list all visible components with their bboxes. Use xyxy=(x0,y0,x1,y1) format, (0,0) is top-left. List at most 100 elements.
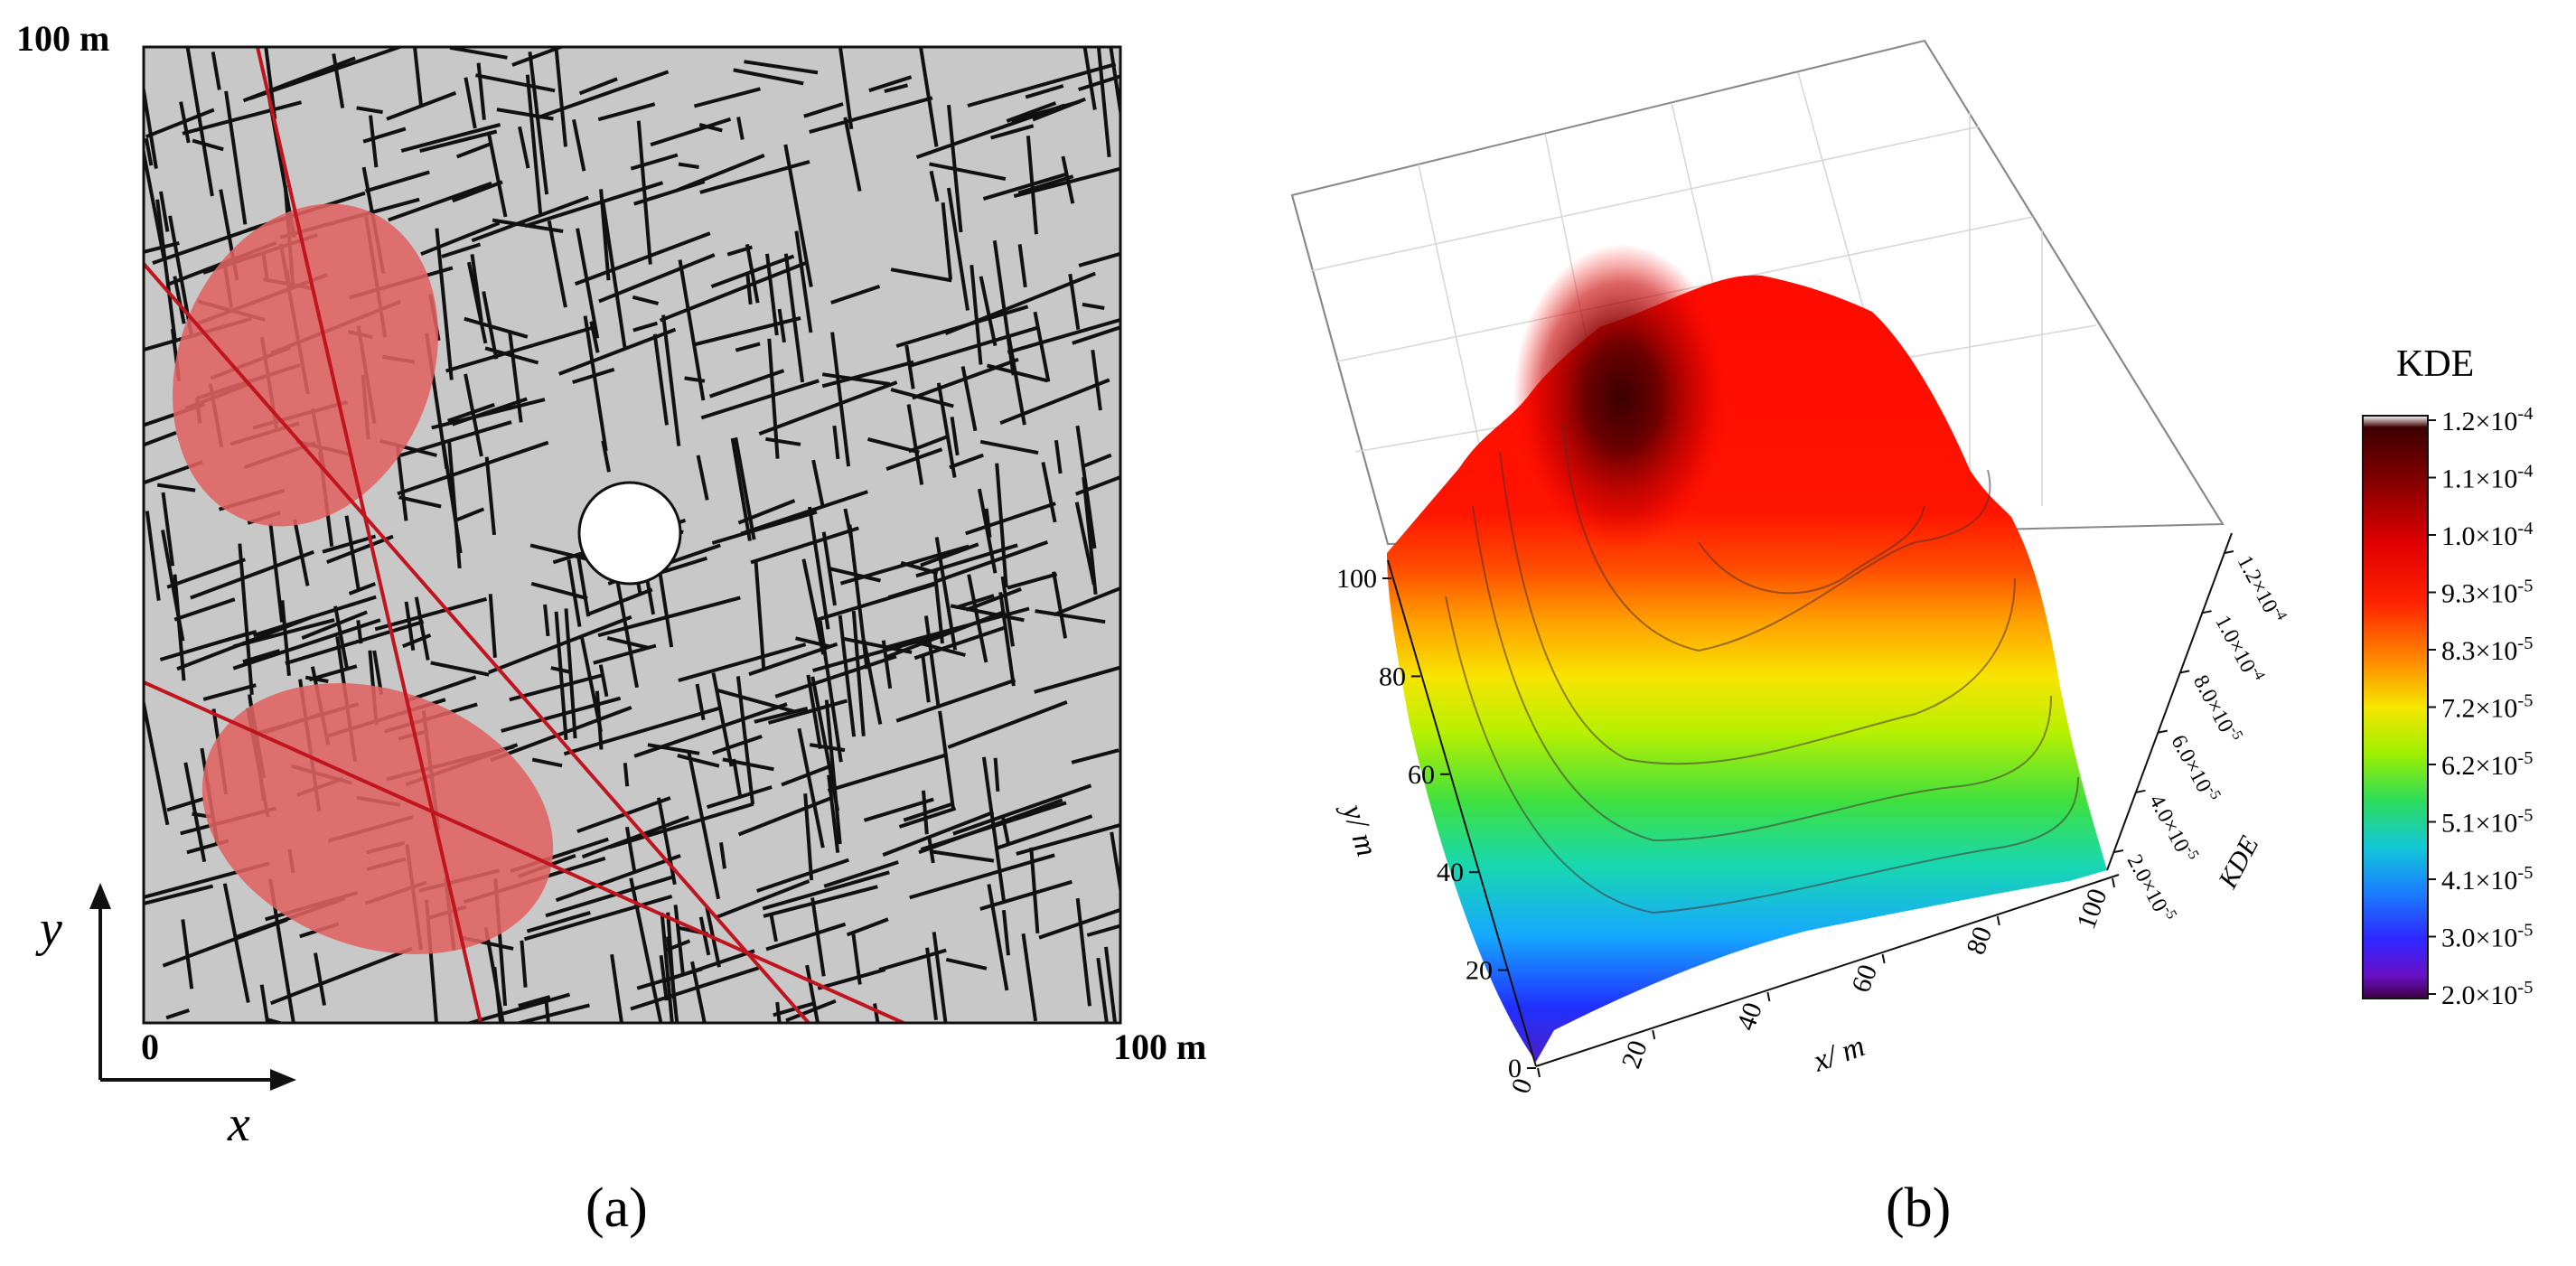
fracture xyxy=(523,894,673,942)
fracture xyxy=(941,202,952,280)
fracture xyxy=(488,594,497,658)
fracture xyxy=(369,115,379,168)
fracture xyxy=(970,265,983,365)
tick-label: 0 xyxy=(1505,1074,1538,1097)
fracture xyxy=(144,884,214,905)
fracture xyxy=(264,47,277,119)
fracture xyxy=(918,47,939,147)
fracture xyxy=(144,145,166,261)
fracture xyxy=(192,138,224,152)
fracture xyxy=(576,557,591,617)
fracture xyxy=(490,706,632,763)
fracture xyxy=(528,52,549,195)
tick-label: 3.0×10-5 xyxy=(2441,921,2533,953)
fracture xyxy=(578,77,618,96)
fracture xyxy=(661,314,681,446)
fracture xyxy=(906,404,924,485)
fracture xyxy=(464,992,571,1023)
tick-label: 5.1×10-5 xyxy=(2441,806,2533,839)
fracture xyxy=(884,83,909,94)
fracture xyxy=(583,315,608,452)
z-tick xyxy=(2180,670,2190,674)
fracture xyxy=(823,860,899,888)
fracture xyxy=(554,611,568,740)
fault-2 xyxy=(144,262,810,1023)
fracture xyxy=(797,727,825,849)
fracture xyxy=(908,435,948,454)
x-tick xyxy=(2112,877,2115,888)
fracture xyxy=(397,440,549,496)
fracture xyxy=(431,398,546,430)
fracture xyxy=(830,332,851,467)
fracture xyxy=(555,854,681,903)
tick-label: 100 xyxy=(1336,564,1377,594)
fracture xyxy=(301,610,368,640)
fracture xyxy=(322,534,377,554)
fracture xyxy=(843,117,862,192)
fracture xyxy=(402,633,432,649)
z-tick xyxy=(2158,729,2168,734)
tick-label: 1.2×10-4 xyxy=(2441,404,2533,436)
fracture xyxy=(144,137,154,166)
fracture xyxy=(812,630,951,673)
fracture xyxy=(145,511,161,601)
damage-zone-upper xyxy=(173,203,438,527)
fracture xyxy=(711,672,734,767)
fracture xyxy=(811,459,825,506)
fracture xyxy=(921,656,931,703)
fracture xyxy=(730,437,752,541)
fracture xyxy=(838,47,854,130)
fracture xyxy=(827,774,840,853)
fracture xyxy=(636,120,652,265)
z-tick xyxy=(2224,550,2234,554)
fracture xyxy=(828,567,881,583)
fracture xyxy=(998,592,1016,687)
fracture xyxy=(982,172,1068,202)
fracture xyxy=(745,272,753,305)
fracture xyxy=(420,220,501,257)
fracture xyxy=(726,245,753,257)
fracture xyxy=(684,376,706,383)
fracture xyxy=(396,446,408,521)
fracture xyxy=(446,402,495,423)
fracture xyxy=(518,126,530,169)
tick-label: 1.0×10-4 xyxy=(2210,610,2269,688)
fracture xyxy=(732,758,742,796)
fracture xyxy=(995,463,1008,588)
fracture xyxy=(579,634,603,733)
fracture xyxy=(758,380,898,436)
fracture xyxy=(606,636,649,650)
fracture xyxy=(1011,99,1081,123)
fracture xyxy=(466,261,488,344)
fracture xyxy=(269,946,413,1006)
fracture xyxy=(173,597,236,622)
fracture xyxy=(1017,244,1027,288)
fracture xyxy=(145,108,215,139)
fracture xyxy=(698,122,723,133)
fracture xyxy=(733,68,804,86)
fracture xyxy=(1025,84,1064,99)
fracture xyxy=(414,596,430,661)
caption-a: (a) xyxy=(585,1177,648,1239)
fracture xyxy=(735,342,761,352)
kde-peak xyxy=(1513,244,1730,551)
fracture xyxy=(623,763,630,787)
fracture xyxy=(531,757,563,768)
fracture xyxy=(1053,586,1120,617)
fracture xyxy=(488,614,632,674)
fracture xyxy=(696,455,709,501)
fracture xyxy=(525,74,543,214)
x-tick xyxy=(1537,1067,1541,1078)
fracture xyxy=(1077,74,1120,92)
fracture xyxy=(903,802,954,822)
fracture xyxy=(1082,476,1098,595)
damage-zone-lower xyxy=(201,683,554,954)
fracture xyxy=(801,558,826,655)
fracture xyxy=(630,966,760,1011)
fracture xyxy=(574,231,711,286)
fracture xyxy=(650,117,732,147)
fracture xyxy=(430,661,490,677)
fracture xyxy=(950,417,960,456)
fracture xyxy=(794,230,813,333)
fracture xyxy=(904,344,915,389)
